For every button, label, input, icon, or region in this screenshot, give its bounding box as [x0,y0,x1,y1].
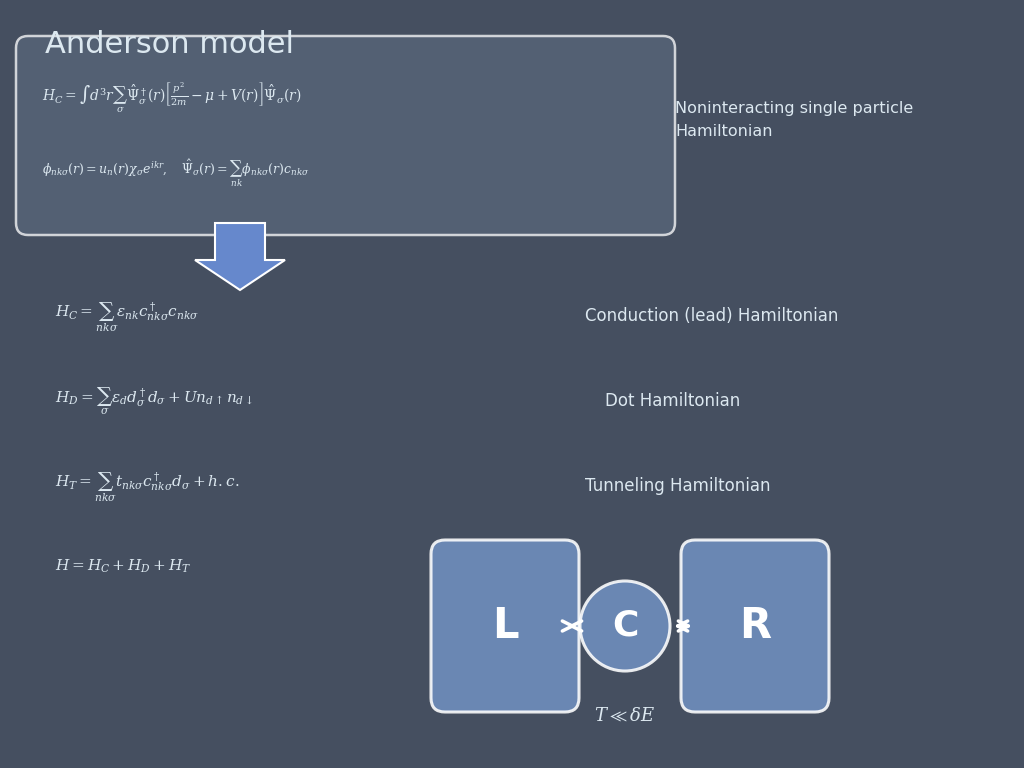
Polygon shape [195,223,285,290]
Text: $H = H_C + H_D + H_T$: $H = H_C + H_D + H_T$ [55,558,191,575]
FancyBboxPatch shape [681,540,829,712]
Text: R: R [739,605,771,647]
Text: $T \ll \delta E$: $T \ll \delta E$ [594,707,655,725]
Ellipse shape [580,581,670,671]
FancyBboxPatch shape [431,540,579,712]
Text: $H_D = \sum_{\sigma} \varepsilon_d d^\dagger_\sigma d_\sigma + U n_{d\uparrow} n: $H_D = \sum_{\sigma} \varepsilon_d d^\da… [55,386,253,418]
Text: Conduction (lead) Hamiltonian: Conduction (lead) Hamiltonian [585,307,839,325]
Text: Dot Hamiltonian: Dot Hamiltonian [605,392,740,410]
Text: $H_C = \sum_{nk\sigma} \varepsilon_{nk} c^\dagger_{nk\sigma} c_{nk\sigma}$: $H_C = \sum_{nk\sigma} \varepsilon_{nk} … [55,300,200,333]
Text: Anderson model: Anderson model [45,30,294,59]
Text: $H_T = \sum_{nk\sigma} t_{nk\sigma} c^\dagger_{nk\sigma} d_\sigma + h.c.$: $H_T = \sum_{nk\sigma} t_{nk\sigma} c^\d… [55,470,240,504]
Text: Tunneling Hamiltonian: Tunneling Hamiltonian [585,477,770,495]
Text: C: C [611,609,638,643]
Text: $H_C = \int d^3r \sum_{\sigma} \hat{\Psi}^\dagger_{\sigma}(r) \left[ \frac{p^2}{: $H_C = \int d^3r \sum_{\sigma} \hat{\Psi… [42,80,301,115]
Text: Noninteracting single particle
Hamiltonian: Noninteracting single particle Hamiltoni… [675,101,913,138]
Text: $\phi_{nk\sigma}(r) = u_n(r)\chi_\sigma e^{ikr}, \quad \hat{\Psi}_\sigma(r) = \s: $\phi_{nk\sigma}(r) = u_n(r)\chi_\sigma … [42,158,309,190]
Text: L: L [492,605,518,647]
FancyBboxPatch shape [16,36,675,235]
